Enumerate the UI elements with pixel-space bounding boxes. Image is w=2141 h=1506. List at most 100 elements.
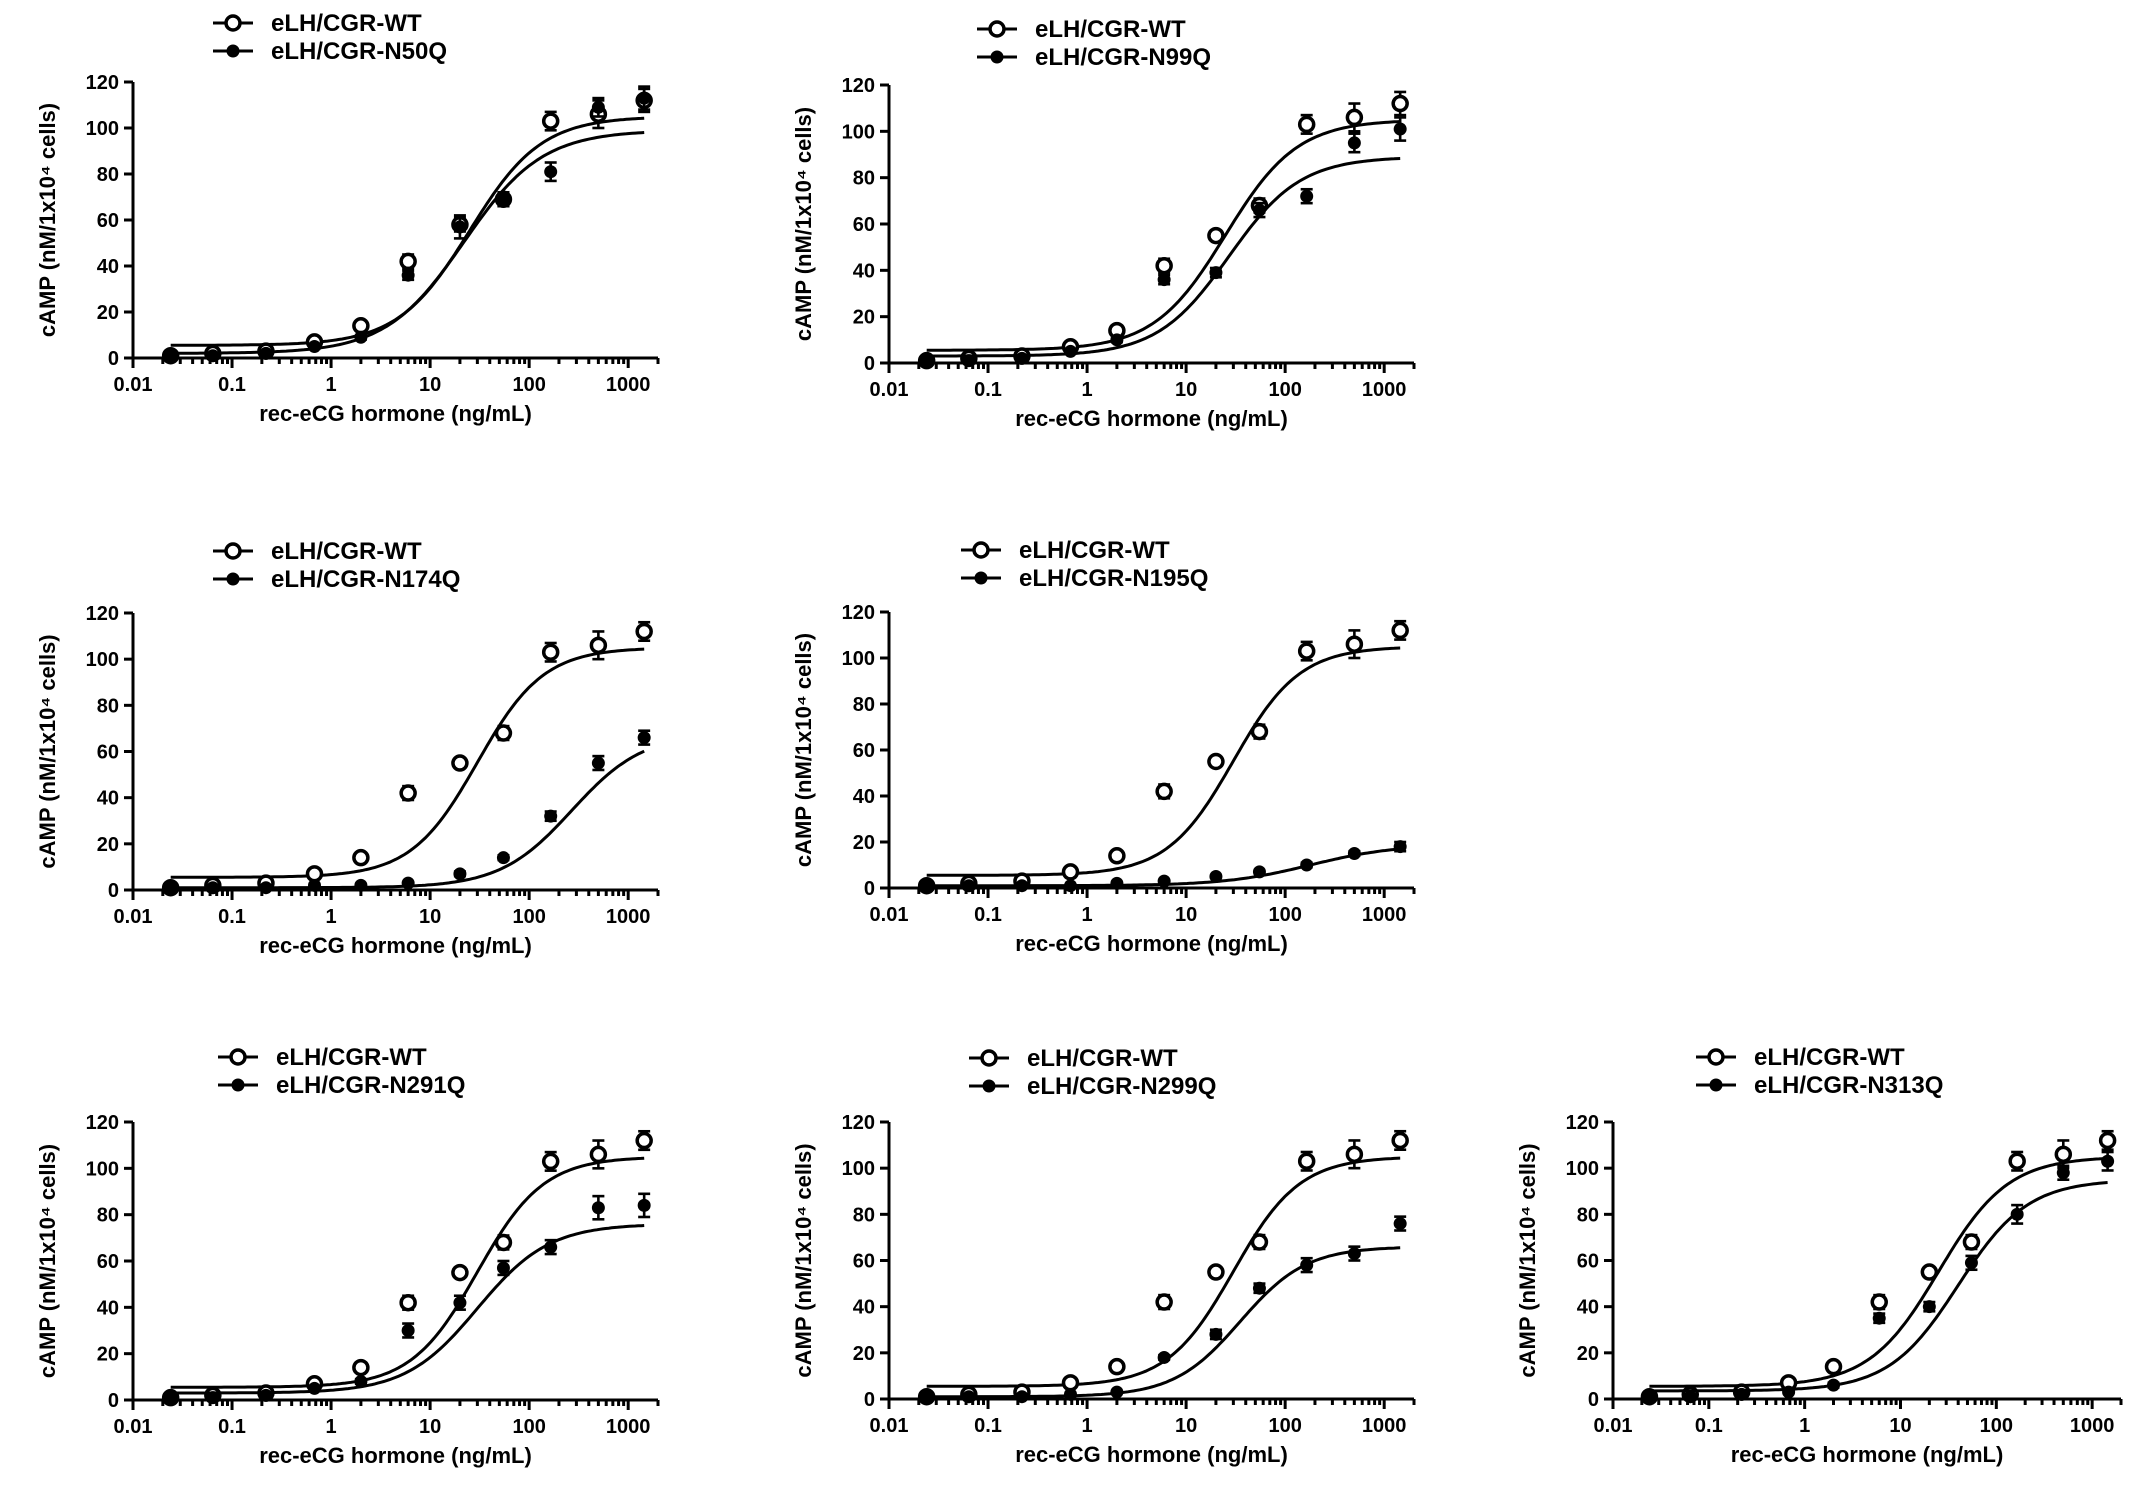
x-tick-label: 0.1 — [974, 379, 1002, 401]
series-wt — [1640, 1129, 2117, 1406]
data-point — [1347, 847, 1361, 860]
data-point — [591, 100, 605, 114]
data-point — [1015, 351, 1029, 365]
x-tick-label: 10 — [419, 906, 441, 928]
y-tick-label: 20 — [853, 1343, 875, 1365]
data-point — [1391, 94, 1409, 113]
data-point — [496, 1261, 510, 1275]
y-tick-label: 0 — [864, 1389, 875, 1411]
x-tick-label: 0.1 — [1695, 1415, 1723, 1437]
data-point — [920, 354, 934, 368]
y-tick-label: 120 — [842, 1112, 875, 1134]
fit-curve — [926, 1246, 1401, 1399]
legend-entry: eLH/CGR-N313Q — [1696, 1072, 1943, 1099]
data-point — [1393, 840, 1407, 854]
legend-label: eLH/CGR-N299Q — [1027, 1073, 1216, 1100]
data-point — [354, 1374, 368, 1388]
x-tick-label: 10 — [1175, 904, 1197, 926]
data-point — [1063, 1387, 1077, 1401]
legend-label: eLH/CGR-WT — [276, 1044, 427, 1071]
legend-marker — [224, 14, 242, 32]
x-tick-label: 0.1 — [974, 1415, 1002, 1437]
fit-curve — [926, 120, 1401, 352]
y-tick-label: 80 — [853, 168, 875, 190]
series-wt — [161, 1129, 653, 1407]
y-tick-label: 40 — [97, 1297, 119, 1319]
series-mutant — [164, 85, 651, 363]
x-tick-label: 0.01 — [114, 374, 153, 396]
x-tick-label: 10 — [419, 1416, 441, 1438]
x-axis-title: rec-eCG hormone (ng/mL) — [259, 933, 532, 958]
data-point — [453, 220, 467, 234]
data-point — [1297, 115, 1316, 134]
x-tick-label: 0.1 — [218, 374, 246, 396]
data-point — [1642, 1390, 1656, 1404]
x-tick-label: 1000 — [2070, 1415, 2115, 1437]
y-tick-label: 60 — [97, 1251, 119, 1273]
y-axis-title: cAMP (nM/1x10⁴ cells) — [791, 1143, 816, 1377]
x-tick-label: 100 — [512, 1416, 545, 1438]
y-tick-label: 100 — [86, 649, 119, 671]
data-point — [544, 165, 558, 179]
legend-marker — [231, 1078, 245, 1092]
y-tick-label: 100 — [842, 121, 875, 143]
data-point — [1015, 1390, 1029, 1404]
legend-entry: eLH/CGR-WT — [961, 537, 1170, 564]
fit-curve — [926, 646, 1401, 877]
data-point — [591, 1201, 605, 1215]
y-tick-label: 100 — [842, 648, 875, 670]
data-point — [1252, 1281, 1266, 1295]
data-point — [2008, 1152, 2026, 1170]
x-tick-label: 1 — [1799, 1415, 1810, 1437]
data-point — [1252, 203, 1266, 217]
legend-marker — [224, 542, 242, 560]
legend-label: eLH/CGR-N50Q — [271, 38, 447, 65]
legend-label: eLH/CGR-WT — [1754, 1044, 1905, 1071]
data-point — [1347, 1247, 1361, 1261]
y-tick-label: 120 — [842, 602, 875, 624]
data-point — [1297, 642, 1316, 660]
legend-entry: eLH/CGR-WT — [213, 538, 422, 565]
fit-curve — [170, 1224, 645, 1395]
x-axis-title: rec-eCG hormone (ng/mL) — [1015, 406, 1288, 431]
legend-marker — [974, 571, 988, 585]
x-tick-label: 1 — [1082, 904, 1093, 926]
data-point — [1391, 1131, 1409, 1150]
y-tick-label: 20 — [97, 834, 119, 856]
data-point — [1250, 722, 1269, 741]
y-axis-title: cAMP (nM/1x10⁴ cells) — [35, 634, 60, 868]
data-point — [305, 865, 324, 883]
legend-entry: eLH/CGR-N195Q — [961, 565, 1208, 592]
data-point — [164, 349, 178, 363]
data-point — [1393, 122, 1407, 136]
x-tick-label: 0.01 — [870, 904, 909, 926]
data-point — [1870, 1293, 1888, 1311]
y-tick-label: 0 — [108, 1390, 119, 1412]
data-point — [1207, 752, 1225, 771]
y-tick-label: 0 — [864, 353, 875, 375]
data-point — [1300, 189, 1314, 203]
y-tick-label: 40 — [853, 786, 875, 808]
data-point — [496, 851, 510, 865]
x-tick-label: 100 — [512, 906, 545, 928]
data-point — [401, 268, 415, 282]
fit-curve — [1649, 1181, 2108, 1393]
data-point — [1345, 1145, 1364, 1164]
chart-panel-5: 0 20 40 60 80 100 120 0.01 0.1 1 10 100 1000 rec-eCG … — [35, 1044, 660, 1468]
x-tick-label: 10 — [1175, 379, 1197, 401]
data-point — [352, 848, 370, 867]
series-mutant — [920, 116, 1407, 368]
x-tick-label: 1000 — [1362, 1415, 1407, 1437]
y-tick-label: 100 — [86, 118, 119, 140]
x-tick-label: 0.01 — [870, 379, 909, 401]
data-point — [541, 643, 560, 661]
legend-marker — [1707, 1048, 1725, 1066]
x-tick-label: 100 — [512, 374, 545, 396]
x-tick-label: 100 — [1268, 379, 1301, 401]
chart-panel-2: 0 20 40 60 80 100 120 0.01 0.1 1 10 100 1000 rec-eCG … — [791, 16, 1416, 431]
data-point — [1964, 1256, 1978, 1270]
data-point — [206, 1391, 220, 1405]
x-tick-label: 1 — [326, 906, 337, 928]
fit-curve — [170, 1156, 645, 1389]
